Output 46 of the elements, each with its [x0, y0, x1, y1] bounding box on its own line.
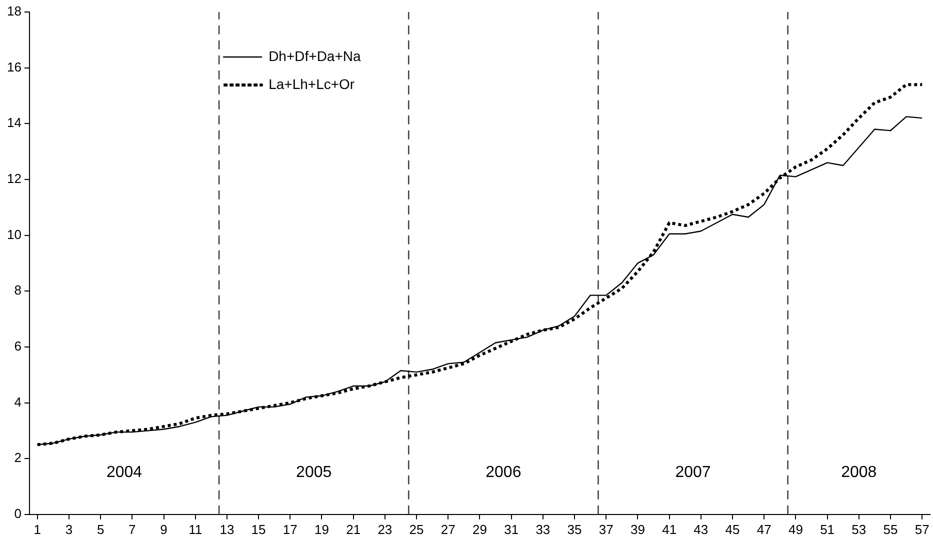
y-tick-label: 0 [14, 506, 22, 521]
x-tick-label: 49 [788, 522, 803, 537]
y-tick-label: 18 [6, 4, 22, 19]
x-tick-label: 23 [378, 522, 392, 537]
x-tick-label: 5 [96, 522, 104, 537]
y-tick-label: 14 [6, 115, 22, 130]
x-tick-label: 11 [188, 522, 202, 537]
legend-label: La+Lh+Lc+Or [268, 76, 355, 92]
x-tick-label: 47 [756, 522, 772, 537]
x-tick-label: 57 [914, 522, 930, 537]
x-tick-label: 7 [128, 522, 136, 537]
y-tick-label: 10 [6, 226, 22, 242]
x-tick-label: 55 [883, 522, 898, 537]
x-tick-label: 53 [852, 522, 866, 537]
y-tick-label: 4 [14, 394, 22, 410]
x-tick-label: 39 [630, 522, 645, 537]
y-tick-label: 16 [6, 59, 22, 74]
y-tick-label: 8 [14, 282, 22, 298]
legend-label: Dh+Df+Da+Na [268, 48, 361, 64]
y-tick-label: 12 [6, 171, 22, 186]
x-tick-label: 43 [694, 522, 708, 537]
x-tick-label: 33 [536, 522, 550, 537]
x-tick-label: 19 [314, 522, 329, 537]
x-tick-label: 13 [220, 522, 234, 537]
x-tick-label: 21 [346, 522, 361, 537]
annotation: 2005 [296, 464, 332, 481]
x-tick-label: 17 [282, 522, 298, 537]
x-tick-label: 37 [598, 522, 614, 537]
x-tick-label: 51 [820, 522, 835, 537]
y-tick-label: 6 [14, 338, 22, 354]
x-tick-label: 1 [34, 522, 41, 537]
x-tick-label: 15 [251, 522, 266, 537]
x-tick-label: 35 [567, 522, 582, 537]
annotation: 2008 [841, 464, 877, 481]
y-tick-label: 2 [14, 450, 22, 466]
x-tick-label: 25 [409, 522, 424, 537]
x-tick-label: 45 [725, 522, 740, 537]
annotation: 2004 [106, 464, 142, 481]
x-tick-label: 27 [440, 522, 456, 537]
annotation: 2007 [675, 464, 711, 481]
x-tick-label: 41 [662, 522, 677, 537]
x-tick-label: 3 [65, 522, 73, 537]
x-tick-label: 9 [160, 522, 168, 537]
annotation: 2006 [486, 464, 522, 481]
x-tick-label: 31 [504, 522, 519, 537]
x-tick-label: 29 [472, 522, 487, 537]
